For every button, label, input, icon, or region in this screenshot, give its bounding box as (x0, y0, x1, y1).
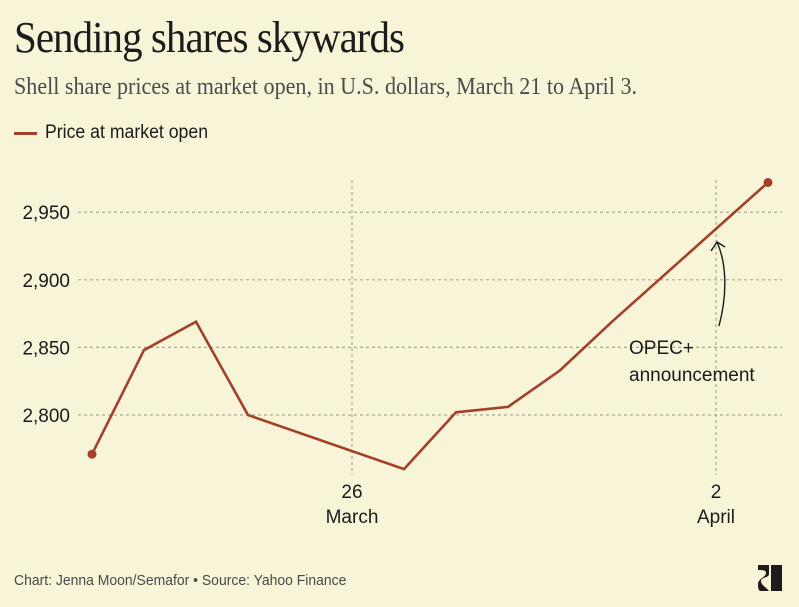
annotation-label-line1: OPEC+ (629, 338, 694, 359)
y-tick-label: 2,900 (22, 271, 70, 292)
y-axis-ticks: 2,800 2,850 2,900 2,950 (22, 203, 70, 427)
annotation-arrowhead (710, 241, 726, 252)
x-gridlines (351, 180, 717, 475)
endpoint-marker (763, 177, 773, 187)
x-axis-ticks: 26 March 2 April (326, 482, 735, 528)
x-tick-label-month: March (326, 507, 379, 528)
endpoint-marker (87, 449, 97, 459)
y-tick-label: 2,800 (22, 406, 70, 427)
annotation-arrow (716, 241, 726, 327)
y-tick-label: 2,950 (22, 203, 70, 224)
legend-label: Price at market open (45, 122, 209, 143)
legend-swatch (14, 131, 37, 135)
annotation-label-line2: announcement (629, 365, 755, 386)
chart-title: Sending shares skywards (14, 13, 405, 62)
x-tick-label-day: 2 (711, 482, 722, 503)
semafor-logo-icon (758, 565, 782, 591)
x-tick-label-day: 26 (341, 482, 362, 503)
legend: Price at market open (14, 122, 220, 144)
series-line (90, 181, 769, 471)
chart-subtitle: Shell share prices at market open, in U.… (14, 74, 638, 100)
x-tick-label-month: April (697, 507, 735, 528)
annotation-group: OPEC+ announcement (629, 241, 755, 386)
source-credit: Chart: Jenna Moon/Semafor • Source: Yaho… (14, 572, 347, 589)
series-group (87, 177, 773, 471)
y-tick-label: 2,850 (22, 338, 70, 359)
